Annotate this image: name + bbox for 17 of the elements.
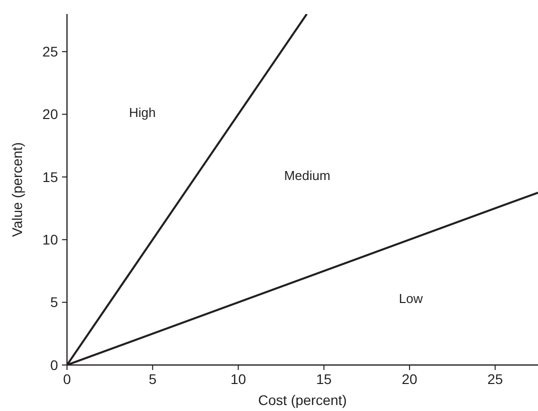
x-tick-label: 15 xyxy=(316,371,332,387)
x-tick-label: 5 xyxy=(148,371,157,387)
annotation: Medium xyxy=(284,168,330,184)
y-axis-title: Value (percent) xyxy=(9,142,25,237)
x-tick-label: 20 xyxy=(402,371,418,387)
y-tick-label: 25 xyxy=(42,44,58,60)
x-axis-title: Cost (percent) xyxy=(258,392,347,408)
x-tick-label: 25 xyxy=(487,371,504,387)
y-tick-label: 5 xyxy=(50,294,58,310)
x-tick-label: 0 xyxy=(63,371,72,387)
y-tick-label: 15 xyxy=(42,168,58,185)
y-tick-label: 20 xyxy=(42,106,58,122)
annotation: High xyxy=(128,104,156,120)
x-tick-label: 10 xyxy=(230,371,246,387)
annotation: Low xyxy=(398,290,424,306)
y-tick-label: 0 xyxy=(50,356,58,373)
y-tick-label: 10 xyxy=(42,232,58,248)
